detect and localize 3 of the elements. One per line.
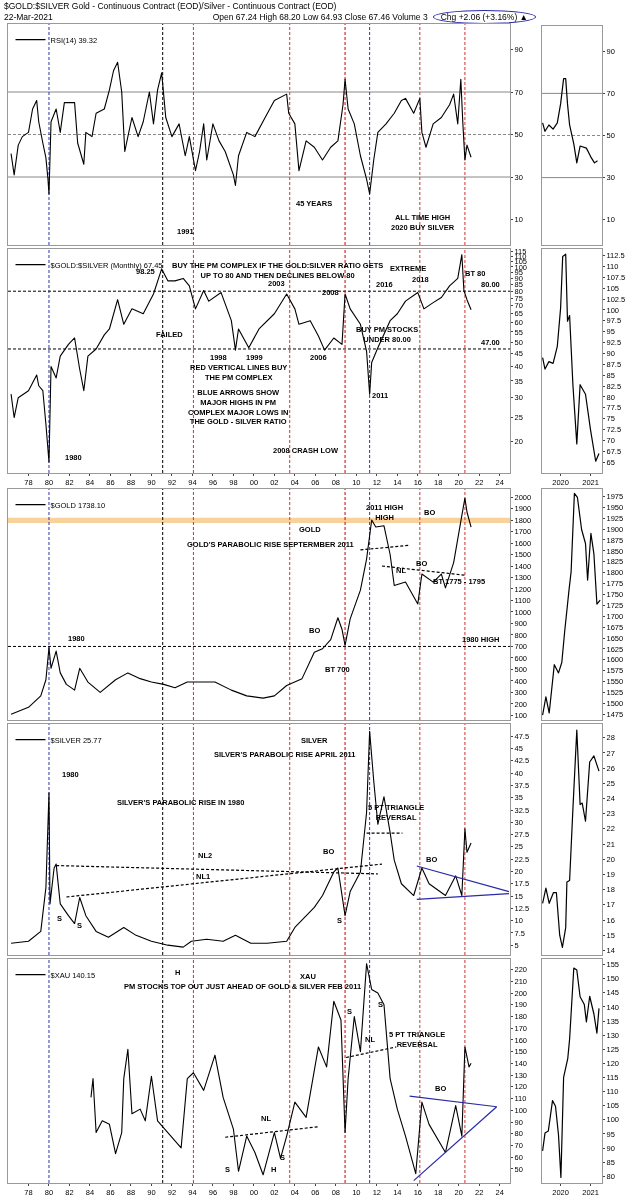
text: Open 67.24 High 68.20 Low 64.93 Close 67.46 Volume 3 — [212, 12, 428, 22]
chart-subtitle: 22-Mar-2021 — [4, 12, 53, 22]
chart-title: $GOLD:$SILVER Gold - Continuous Contract (EOD)/Silver - Continuous Contract (EOD) — [4, 1, 337, 11]
